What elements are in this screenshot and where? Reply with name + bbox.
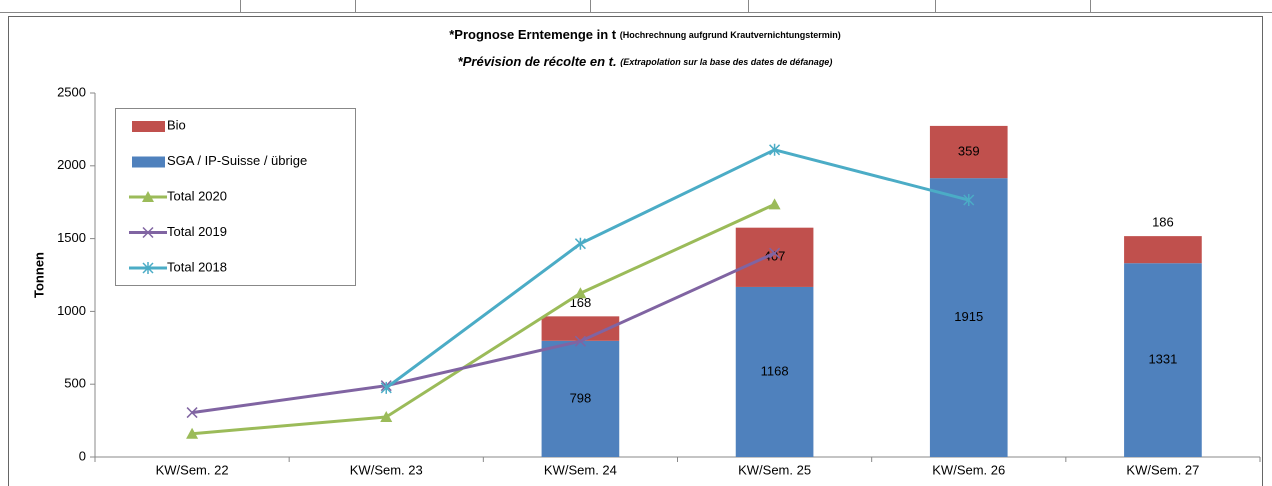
data-label: 186 (1152, 215, 1174, 230)
legend-label: Total 2019 (167, 224, 227, 239)
marker (769, 247, 781, 259)
marker (963, 194, 975, 207)
y-tick-label: 1000 (57, 303, 86, 318)
legend-swatch (132, 121, 165, 132)
bar-segment (929, 178, 1008, 457)
marker (768, 198, 781, 210)
legend-label: SGA / IP-Suisse / übrige (167, 153, 307, 168)
marker (380, 410, 393, 422)
legend-label: Total 2018 (167, 259, 227, 274)
x-tick-label: KW/Sem. 25 (738, 462, 811, 477)
y-tick-label: 500 (64, 376, 86, 391)
bar-segment (735, 227, 814, 287)
data-label: 359 (958, 143, 980, 158)
chart-subtitle-note: (Extrapolation sur la base des dates de … (620, 57, 832, 67)
legend-swatch (132, 156, 165, 168)
data-label: 1915 (954, 309, 983, 324)
line-series (191, 203, 776, 436)
chart-border (8, 16, 1263, 486)
chart-subtitle: *Prévision de récolte en t. (458, 54, 617, 69)
marker (186, 427, 199, 439)
data-label: 798 (570, 390, 592, 405)
marker (142, 191, 154, 202)
line-series (191, 251, 776, 415)
marker (380, 381, 392, 394)
marker (574, 237, 586, 250)
chart-title-note: (Hochrechnung aufgrund Krautvernichtungs… (620, 30, 841, 40)
x-tick-label: KW/Sem. 27 (1126, 462, 1199, 477)
chart-title-line: *Prognose Erntemenge in t (Hochrechnung … (449, 27, 841, 42)
y-tick-label: 2000 (57, 157, 86, 172)
chart-title: *Prognose Erntemenge in t (449, 27, 617, 42)
legend-label: Total 2020 (167, 188, 227, 203)
marker (574, 287, 587, 299)
y-tick-label: 0 (79, 448, 86, 463)
bar-segment (735, 286, 814, 457)
line-series (385, 148, 970, 390)
y-axis-label: Tonnen (31, 252, 46, 298)
x-tick-label: KW/Sem. 23 (350, 462, 423, 477)
bar-segment (541, 340, 620, 457)
legend-label: Bio (167, 117, 186, 132)
bar-segment (1124, 236, 1202, 264)
y-tick-label: 2500 (57, 84, 86, 99)
data-label: 1168 (761, 363, 789, 378)
x-tick-label: KW/Sem. 24 (544, 462, 617, 477)
data-label: 407 (764, 249, 786, 264)
x-tick-label: KW/Sem. 26 (932, 462, 1005, 477)
bar-segment (929, 125, 1008, 179)
marker (769, 143, 781, 156)
y-tick-label: 1500 (57, 230, 86, 245)
chart-subtitle-line: *Prévision de récolte en t. (Extrapolati… (458, 54, 833, 69)
marker (186, 407, 198, 419)
bar-segment (1124, 263, 1202, 457)
marker (142, 262, 154, 274)
x-tick-label: KW/Sem. 22 (156, 462, 229, 477)
marker (574, 335, 586, 347)
data-label: 1331 (1148, 352, 1177, 367)
marker (142, 226, 154, 239)
data-label: 168 (570, 295, 592, 310)
